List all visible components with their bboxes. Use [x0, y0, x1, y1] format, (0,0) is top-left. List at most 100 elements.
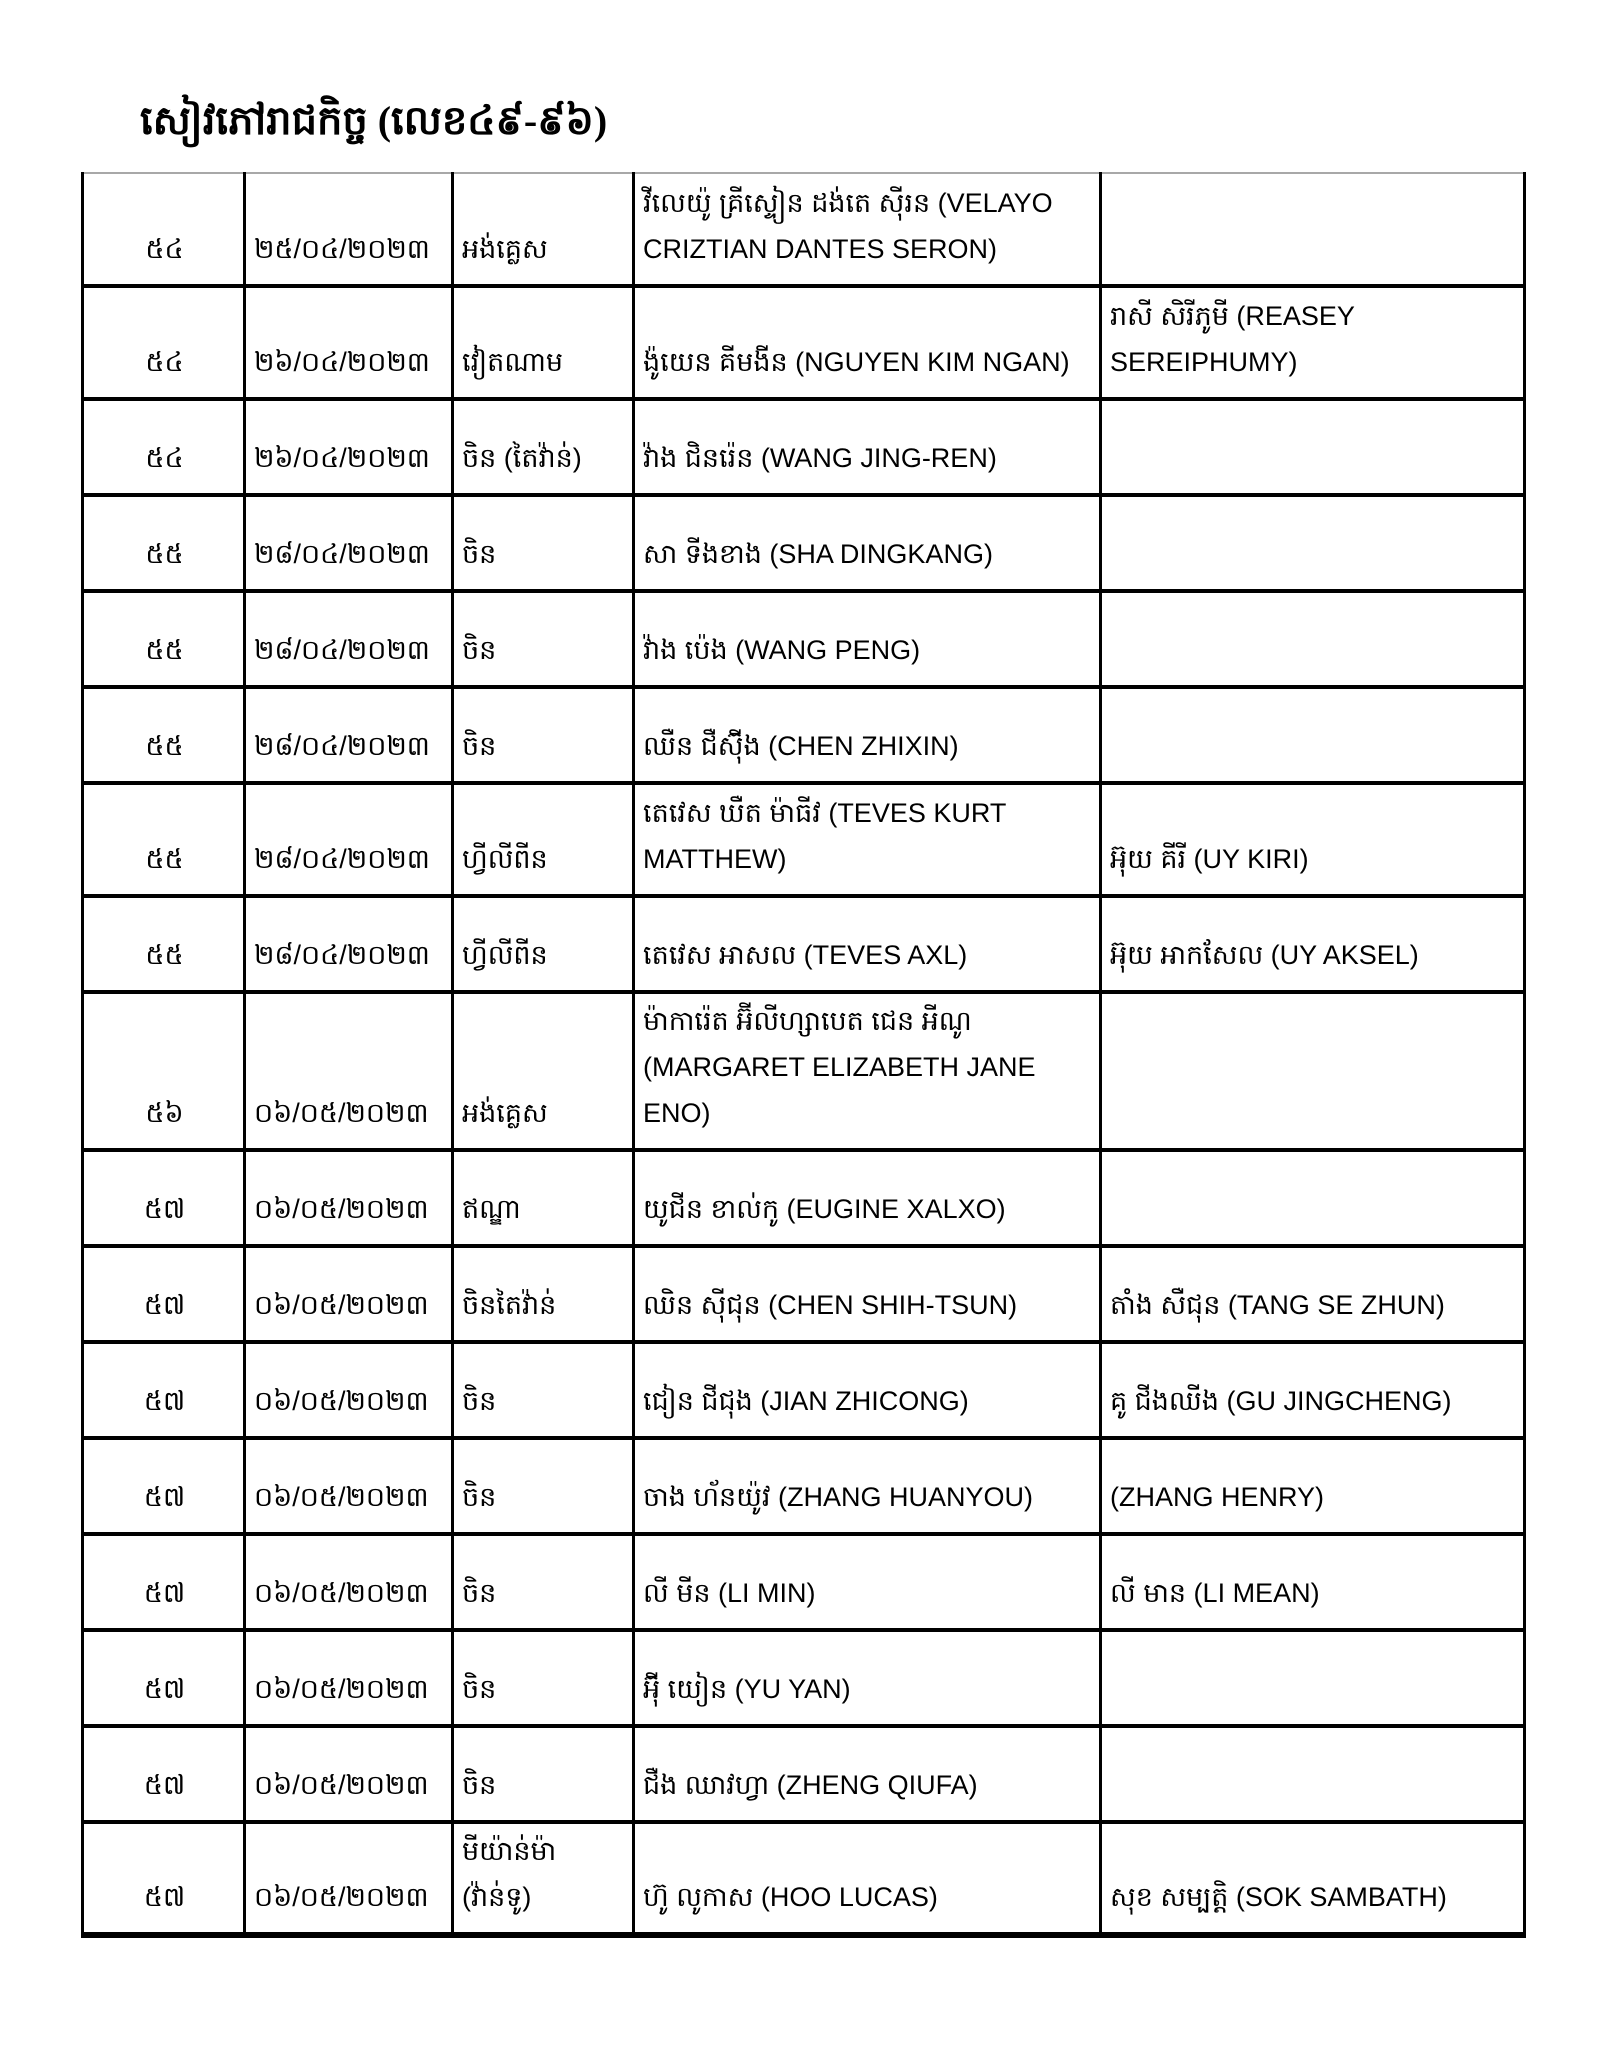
- row-number-cell: ៥៧: [81, 1436, 246, 1536]
- date-cell: ២៨/០៤/២០២៣: [243, 589, 454, 689]
- date-cell: ២៦/០៤/២០២៣: [243, 284, 454, 401]
- name-cell: ហ៊ូ លូកាស (HOO LUCAS): [632, 1820, 1102, 1935]
- date-cell: ០៦/០៥/២០២៣: [243, 1532, 454, 1632]
- row-number-cell: ៥៥: [81, 493, 246, 593]
- row-number-cell: ៥៦: [81, 990, 246, 1152]
- row-number-cell: ៥៧: [81, 1820, 246, 1935]
- name-cell: ង៉ូយេន គីមងីន (NGUYEN KIM NGAN): [632, 284, 1102, 401]
- name-cell: ចាង ហ័នយ៉ូវ (ZHANG HUANYOU): [632, 1436, 1102, 1536]
- nationality-cell: អង់គ្លេស: [451, 990, 635, 1152]
- row-number-cell: ៥៤: [81, 397, 246, 497]
- nationality-cell: ហ្វីលីពីន: [451, 781, 635, 898]
- second-name-cell: [1099, 990, 1526, 1152]
- nationality-cell: ចិន: [451, 1532, 635, 1632]
- table-row: ៥៧ ០៦/០៥/២០២៣ ចិន ចាង ហ័នយ៉ូវ (ZHANG HUA…: [81, 1436, 1526, 1536]
- nationality-cell: ចិនតៃវ៉ាន់: [451, 1244, 635, 1344]
- nationality-cell: ចិន (តៃវ៉ាន់): [451, 397, 635, 497]
- table-row: ៥៧ ០៦/០៥/២០២៣ ឥណ្ឌា យូជីន ខាល់កូ (EUGINE…: [81, 1148, 1526, 1248]
- table-row: ៥៤ ២៥/០៤/២០២៣ អង់គ្លេស វីលេយ៉ូ គ្រីស្ទៀន…: [81, 173, 1526, 288]
- date-cell: ០៦/០៥/២០២៣: [243, 990, 454, 1152]
- second-name-cell: អ៊ុយ គីរី (UY KIRI): [1099, 781, 1526, 898]
- row-number-cell: ៥៥: [81, 685, 246, 785]
- name-cell: អ៊ុី យៀន (YU YAN): [632, 1628, 1102, 1728]
- second-name-cell: រាសី សិរីភូមី (REASEY SEREIPHUMY): [1099, 284, 1526, 401]
- date-cell: ២៥/០៤/២០២៣: [243, 173, 454, 288]
- date-cell: ០៦/០៥/២០២៣: [243, 1148, 454, 1248]
- table-row: ៥៧ ០៦/០៥/២០២៣ ចិន អ៊ុី យៀន (YU YAN): [81, 1628, 1526, 1728]
- second-name-cell: សុខ សម្បត្តិ (SOK SAMBATH): [1099, 1820, 1526, 1935]
- nationality-cell: ចិន: [451, 1340, 635, 1440]
- nationality-cell: ឥណ្ឌា: [451, 1148, 635, 1248]
- second-name-cell: [1099, 685, 1526, 785]
- name-cell: វីលេយ៉ូ គ្រីស្ទៀន ដង់តេ ស៊ីរន (VELAYO CR…: [632, 173, 1102, 288]
- name-cell: វ៉ាង ប៉េង (WANG PENG): [632, 589, 1102, 689]
- name-cell: វ៉ាង ជិនរ៉េន (WANG JING-REN): [632, 397, 1102, 497]
- second-name-cell: [1099, 493, 1526, 593]
- page-title: សៀវភៅរាជកិច្ច (លេខ៤៩-៩៦): [140, 98, 608, 143]
- second-name-cell: គូ ជីងឈីង (GU JINGCHENG): [1099, 1340, 1526, 1440]
- second-name-cell: [1099, 397, 1526, 497]
- row-number-cell: ៥៧: [81, 1724, 246, 1824]
- table-row: ៥៥ ២៨/០៤/២០២៣ ចិន ឈឺន ជឺស៊ុីង (CHEN ZHIX…: [81, 685, 1526, 785]
- name-cell: យូជីន ខាល់កូ (EUGINE XALXO): [632, 1148, 1102, 1248]
- table-body: ៥៤ ២៥/០៤/២០២៣ អង់គ្លេស វីលេយ៉ូ គ្រីស្ទៀន…: [81, 173, 1526, 1935]
- date-cell: ២៨/០៤/២០២៣: [243, 781, 454, 898]
- row-number-cell: ៥៧: [81, 1628, 246, 1728]
- date-cell: ០៦/០៥/២០២៣: [243, 1244, 454, 1344]
- second-name-cell: លី មាន (LI MEAN): [1099, 1532, 1526, 1632]
- nationality-cell: ចិន: [451, 685, 635, 785]
- row-number-cell: ៥៥: [81, 589, 246, 689]
- row-number-cell: ៥៧: [81, 1532, 246, 1632]
- nationality-cell: ចិន: [451, 1436, 635, 1536]
- date-cell: ២៦/០៤/២០២៣: [243, 397, 454, 497]
- table-row: ៥៥ ២៨/០៤/២០២៣ ហ្វីលីពីន តេវេស អាសល (TEVE…: [81, 894, 1526, 994]
- nationality-cell: ចិន: [451, 589, 635, 689]
- date-cell: ០៦/០៥/២០២៣: [243, 1436, 454, 1536]
- second-name-cell: [1099, 1148, 1526, 1248]
- table-row: ៥៦ ០៦/០៥/២០២៣ អង់គ្លេស ម៉ាការ៉េត អ៊ីលីហ្…: [81, 990, 1526, 1152]
- table-row: ៥៧ ០៦/០៥/២០២៣ ចិន លី មីន (LI MIN) លី មាន…: [81, 1532, 1526, 1632]
- table-row: ៥៧ ០៦/០៥/២០២៣ មីយ៉ាន់ម៉ា (វ៉ាន់ទូ) ហ៊ូ ល…: [81, 1820, 1526, 1935]
- name-cell: ឈឺន ជឺស៊ុីង (CHEN ZHIXIN): [632, 685, 1102, 785]
- second-name-cell: [1099, 589, 1526, 689]
- nationality-cell: ចិន: [451, 493, 635, 593]
- name-cell: សា ទីងខាង (SHA DINGKANG): [632, 493, 1102, 593]
- second-name-cell: [1099, 173, 1526, 288]
- row-number-cell: ៥៤: [81, 284, 246, 401]
- date-cell: ០៦/០៥/២០២៣: [243, 1340, 454, 1440]
- nationality-cell: វៀតណាម: [451, 284, 635, 401]
- second-name-cell: [1099, 1724, 1526, 1824]
- row-number-cell: ៥៥: [81, 894, 246, 994]
- table-row: ៥៧ ០៦/០៥/២០២៣ ចិន ជឺង ឈាវហ្វា (ZHENG QIU…: [81, 1724, 1526, 1824]
- name-cell: ម៉ាការ៉េត អ៊ីលីហ្សាបេត ជេន អីណូ (MARGARE…: [632, 990, 1102, 1152]
- table-row: ៥៤ ២៦/០៤/២០២៣ វៀតណាម ង៉ូយេន គីមងីន (NGUY…: [81, 284, 1526, 401]
- second-name-cell: អ៊ុយ អាកសែល (UY AKSEL): [1099, 894, 1526, 994]
- name-cell: ជៀន ជីជុង (JIAN ZHICONG): [632, 1340, 1102, 1440]
- nationality-cell: មីយ៉ាន់ម៉ា (វ៉ាន់ទូ): [451, 1820, 635, 1935]
- nationality-cell: ចិន: [451, 1724, 635, 1824]
- second-name-cell: (ZHANG HENRY): [1099, 1436, 1526, 1536]
- name-cell: តេវេស ឃឺត ម៉ាធីវ (TEVES KURT MATTHEW): [632, 781, 1102, 898]
- second-name-cell: តាំង សឺជុន (TANG SE ZHUN): [1099, 1244, 1526, 1344]
- row-number-cell: ៥៧: [81, 1244, 246, 1344]
- table-row: ៥៤ ២៦/០៤/២០២៣ ចិន (តៃវ៉ាន់) វ៉ាង ជិនរ៉េន…: [81, 397, 1526, 497]
- table-row: ៥៧ ០៦/០៥/២០២៣ ចិន ជៀន ជីជុង (JIAN ZHICON…: [81, 1340, 1526, 1440]
- row-number-cell: ៥៧: [81, 1148, 246, 1248]
- second-name-cell: [1099, 1628, 1526, 1728]
- name-cell: តេវេស អាសល (TEVES AXL): [632, 894, 1102, 994]
- name-cell: លី មីន (LI MIN): [632, 1532, 1102, 1632]
- gazette-table: ៥៤ ២៥/០៤/២០២៣ អង់គ្លេស វីលេយ៉ូ គ្រីស្ទៀន…: [81, 172, 1526, 1938]
- nationality-cell: ហ្វីលីពីន: [451, 894, 635, 994]
- table-row: ៥៥ ២៨/០៤/២០២៣ ចិន សា ទីងខាង (SHA DINGKAN…: [81, 493, 1526, 593]
- date-cell: ២៨/០៤/២០២៣: [243, 493, 454, 593]
- date-cell: ០៦/០៥/២០២៣: [243, 1724, 454, 1824]
- name-cell: ឈិន ស៊ីជុន (CHEN SHIH-TSUN): [632, 1244, 1102, 1344]
- table-row: ៥៥ ២៨/០៤/២០២៣ ហ្វីលីពីន តេវេស ឃឺត ម៉ាធីវ…: [81, 781, 1526, 898]
- date-cell: ២៨/០៤/២០២៣: [243, 894, 454, 994]
- row-number-cell: ៥៤: [81, 173, 246, 288]
- date-cell: ២៨/០៤/២០២៣: [243, 685, 454, 785]
- date-cell: ០៦/០៥/២០២៣: [243, 1628, 454, 1728]
- table-row: ៥៧ ០៦/០៥/២០២៣ ចិនតៃវ៉ាន់ ឈិន ស៊ីជុន (CHE…: [81, 1244, 1526, 1344]
- row-number-cell: ៥៧: [81, 1340, 246, 1440]
